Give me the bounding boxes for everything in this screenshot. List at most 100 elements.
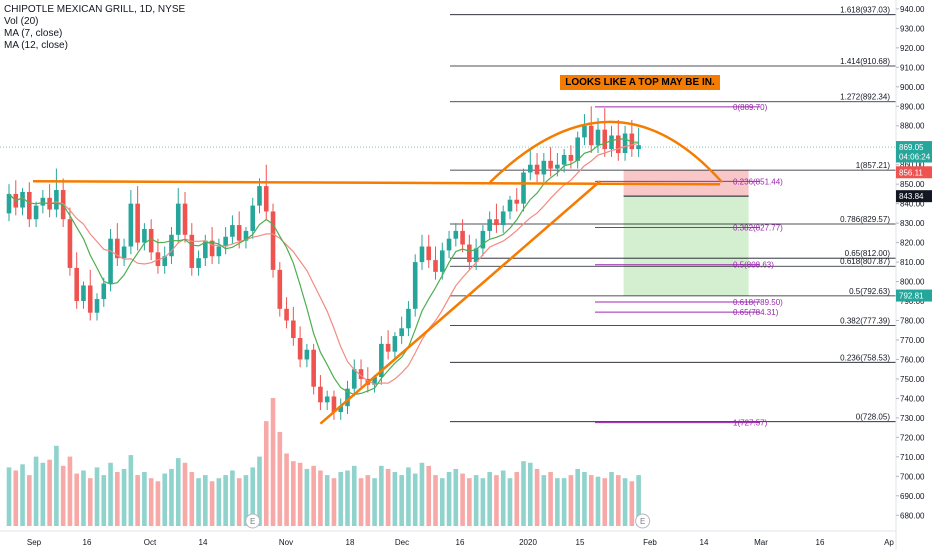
candle-body — [494, 219, 499, 226]
fib-level-label: 0.65(812.00) — [845, 249, 891, 258]
volume-bar — [372, 478, 377, 526]
y-tick-label: 900.00 — [900, 83, 925, 92]
volume-bar — [304, 468, 310, 526]
ma7-line — [8, 138, 639, 396]
volume-bar — [142, 472, 147, 526]
volume-bar — [622, 478, 628, 526]
annotation-callout[interactable]: LOOKS LIKE A TOP MAY BE IN. — [560, 75, 720, 90]
fib-ext-label: 0.618(789.50) — [733, 298, 783, 307]
candle-body — [257, 186, 262, 206]
volume-bar — [67, 456, 73, 526]
y-tick-label: 890.00 — [900, 102, 925, 111]
fib-level-label: 0.382(777.39) — [840, 317, 890, 326]
earnings-marker — [245, 513, 261, 529]
candle-body — [162, 256, 168, 266]
y-tick-label: 770.00 — [900, 336, 925, 345]
fib-ext-label: 0.236(851.44) — [733, 177, 783, 186]
y-tick-label: 920.00 — [900, 44, 925, 53]
candle-body — [318, 386, 323, 403]
volume-bar — [297, 462, 303, 526]
volume-bar — [460, 473, 465, 526]
y-tick-label: 860.00 — [900, 161, 925, 170]
volume-bar — [27, 475, 32, 526]
volume-bar — [527, 462, 533, 526]
volume-bar — [189, 472, 195, 526]
ma12-line — [8, 142, 639, 385]
position-zones — [0, 146, 896, 296]
volume-bar — [379, 465, 384, 526]
volume-bar — [243, 475, 249, 526]
candle-body — [196, 258, 201, 268]
fib-ext-label: 0.5(808.63) — [733, 261, 774, 270]
candle-body — [351, 369, 357, 389]
volume-bar — [108, 462, 113, 526]
y-tick-label: 700.00 — [900, 472, 925, 481]
volume-bar — [345, 470, 350, 526]
candle-body — [115, 238, 120, 259]
candle-body — [379, 343, 384, 377]
candle-body — [94, 299, 100, 313]
fib-level-label: 0.236(758.53) — [840, 353, 890, 362]
volume-bar — [399, 475, 404, 526]
volume-bar — [128, 455, 134, 526]
candle-body — [203, 240, 208, 259]
candle-body — [548, 160, 553, 169]
candle-body — [230, 225, 235, 237]
candle-body — [27, 191, 32, 220]
price-tag — [896, 141, 932, 154]
candle-body — [372, 376, 377, 385]
candle-body — [514, 199, 520, 204]
candle-body — [189, 234, 195, 268]
x-tick-label: 16 — [816, 538, 825, 547]
candle-body — [243, 230, 249, 241]
volume-bar — [263, 421, 269, 526]
volume-bar — [203, 475, 208, 526]
volume-bar — [115, 472, 120, 526]
volume-bar — [358, 478, 364, 526]
candle-body — [236, 225, 242, 241]
candle-body — [311, 349, 316, 387]
volume-bar — [230, 470, 235, 526]
fib-level-label: 1.272(892.34) — [840, 93, 890, 102]
candle-body — [541, 160, 547, 175]
support-trendline — [319, 180, 601, 425]
volume-bar — [277, 431, 283, 526]
volume-bar — [311, 465, 316, 526]
volume-bar — [385, 468, 391, 526]
volume-bar — [20, 464, 25, 526]
candle-body — [426, 246, 432, 261]
y-tick-label: 850.00 — [900, 180, 925, 189]
volume-bar — [81, 470, 86, 526]
indicator-ma12: MA (12, close) — [4, 40, 68, 51]
y-tick-label: 720.00 — [900, 433, 925, 442]
volume-bar — [582, 472, 587, 526]
candle-body — [622, 133, 628, 154]
fib-level-label: 0.5(792.63) — [849, 287, 890, 296]
x-tick-label: Feb — [643, 538, 657, 547]
volume-bar — [270, 398, 276, 526]
volume-bar — [324, 475, 330, 526]
candle-body — [182, 203, 188, 235]
volume-bar — [426, 465, 432, 526]
volume-bar — [521, 461, 526, 526]
indicator-volume: Vol (20) — [4, 16, 39, 27]
price-tag-label: 843.84 — [899, 192, 924, 201]
candle-body — [284, 308, 289, 321]
y-tick-label: 820.00 — [900, 239, 925, 248]
candle-body — [324, 396, 330, 403]
fib-level-label: 1.414(910.68) — [840, 57, 890, 66]
annotation-text: LOOKS LIKE A TOP MAY BE IN. — [565, 77, 715, 88]
volume-bar — [135, 475, 140, 526]
volume-bar — [555, 478, 560, 526]
price-tag-label: 792.81 — [899, 292, 924, 301]
candle-body — [433, 260, 438, 272]
candle-body — [142, 228, 147, 243]
candle-body — [6, 193, 12, 214]
volume-bar — [561, 478, 567, 526]
volume-bar — [392, 472, 398, 526]
candle-body — [629, 133, 635, 150]
